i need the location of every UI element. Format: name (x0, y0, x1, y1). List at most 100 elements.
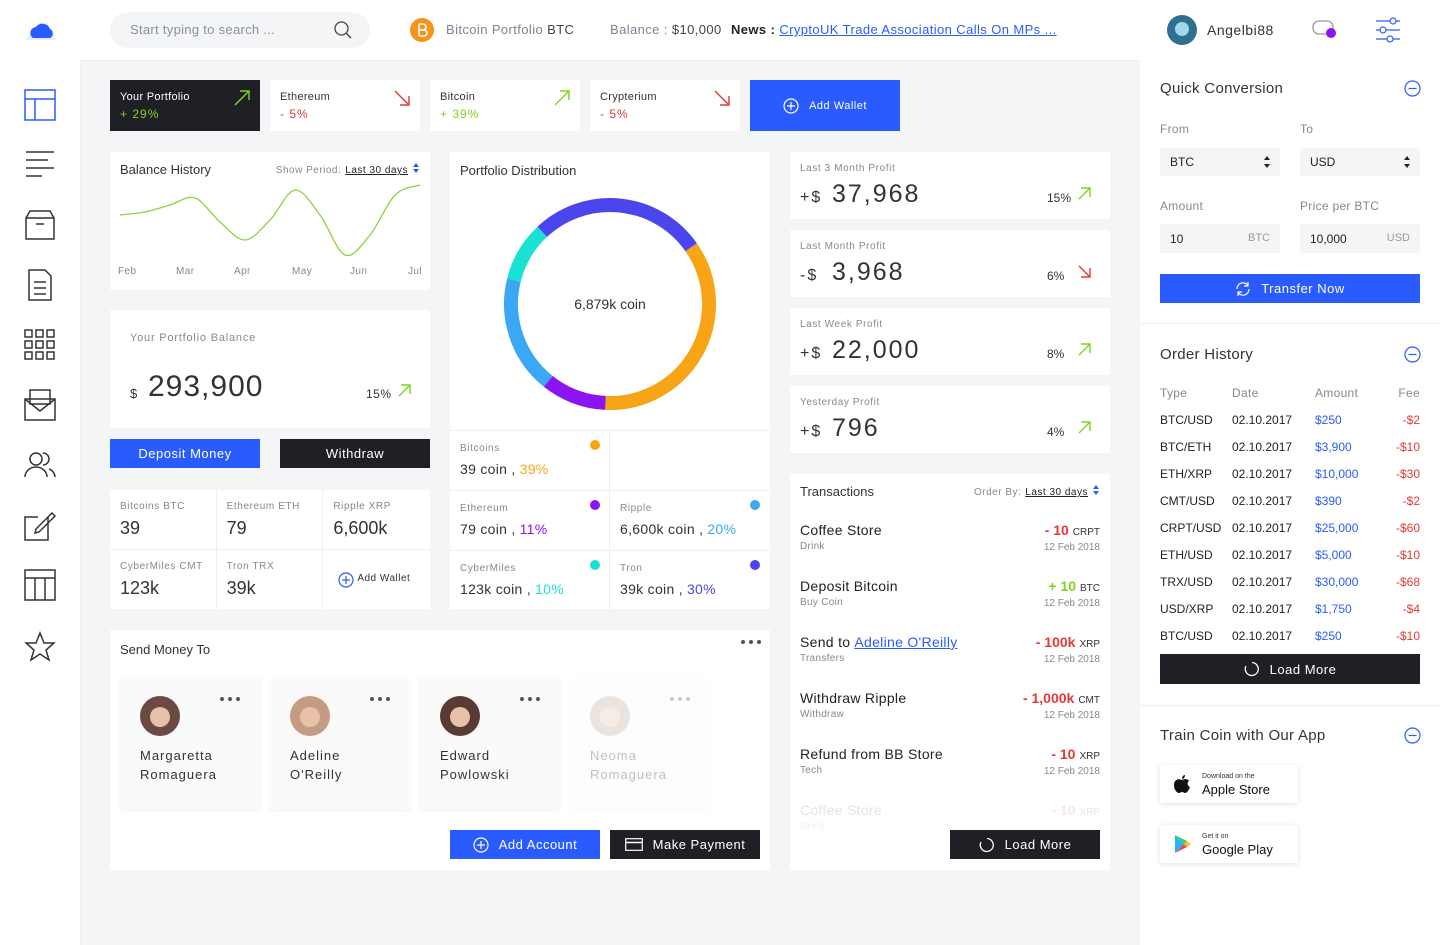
bubble (1312, 20, 1334, 35)
legend-dot (590, 500, 600, 510)
search-placeholder: Start typing to search ... (130, 22, 276, 37)
order-cell: -$10 (1395, 440, 1420, 454)
period-select[interactable]: Show Period: Last 30 days (276, 163, 420, 176)
add-account-button[interactable]: Add Account (450, 830, 600, 859)
add-wallet-link[interactable]: Add Wallet (357, 572, 411, 584)
nav-mail-icon[interactable] (24, 389, 56, 421)
add-wallet-tab[interactable]: Add Wallet (750, 80, 900, 131)
more-icon[interactable] (219, 696, 241, 702)
settings-icon[interactable] (1374, 16, 1402, 44)
button-label: Make Payment (652, 837, 746, 852)
profit-card: Last Week Profit +$ 22,000 8% (790, 308, 1110, 375)
currency-select[interactable]: USD (1300, 148, 1420, 176)
knob (1389, 17, 1397, 25)
currency-select[interactable]: BTC (1160, 148, 1280, 176)
order-cell: ETH/XRP (1160, 467, 1213, 481)
distribution-cell: Bitcoins 39 coin , 39% (450, 430, 610, 490)
order-cell: 02.10.2017 (1232, 602, 1293, 616)
wallet-grid: Bitcoins BTC 39 Ethereum ETH 79 Ripple XRP 6,… (110, 490, 430, 609)
order-cell: USD/XRP (1160, 602, 1214, 616)
profit-sign: +$ (800, 423, 823, 440)
transfer-button[interactable]: Transfer Now (1160, 274, 1420, 303)
portfolio-tab[interactable]: Your Portfolio + 29% (110, 80, 260, 131)
distribution-cell: CyberMiles 123k coin , 10% (450, 550, 610, 610)
amount-value: - 1,000k (1022, 690, 1075, 706)
order-cell: CRPT/USD (1160, 521, 1222, 535)
wallet-cell: Ripple XRP 6,600k (323, 490, 430, 550)
arrow-path (1078, 187, 1091, 200)
contact-card[interactable]: Adeline O'Reilly (270, 678, 410, 810)
nav-star-icon[interactable] (24, 631, 56, 663)
deposit-button[interactable]: Deposit Money (110, 439, 260, 468)
amount-input[interactable]: 10 BTC (1160, 224, 1280, 253)
portfolio-balance-card: Your Portfolio Balance $293,900 15% (110, 310, 430, 428)
amount-value: - 10 (1051, 746, 1076, 762)
nav-grid-icon[interactable] (24, 329, 56, 361)
load-more-button[interactable]: Load More (1160, 654, 1420, 684)
tab-name: Crypterium (600, 91, 657, 103)
profit-change: 8% (1047, 347, 1065, 361)
dot (749, 640, 753, 644)
nav-list-icon[interactable] (24, 149, 56, 181)
load-more-button[interactable]: Load More (950, 830, 1100, 859)
store-button[interactable]: Get it on Google Play (1160, 825, 1298, 863)
user-name[interactable]: Angelbi88 (1207, 22, 1274, 38)
coin-amount: 79 coin , 11% (460, 521, 548, 537)
contact-card[interactable]: Edward Powlowski (420, 678, 560, 810)
amount-input[interactable]: 10,000 USD (1300, 224, 1420, 253)
dot (528, 697, 532, 701)
refresh-arc (1236, 281, 1250, 296)
wallet-name: Tron TRX (226, 560, 275, 572)
order-cell: 02.10.2017 (1232, 629, 1293, 643)
select-arrows (1264, 156, 1270, 168)
profit-sign: +$ (800, 189, 823, 206)
transaction-link[interactable]: Adeline O'Reilly (854, 634, 958, 650)
search-box[interactable]: Start typing to search ... (110, 12, 370, 48)
coin-share: 20% (707, 521, 737, 537)
more-icon[interactable] (740, 639, 762, 645)
tab-name: Your Portfolio (120, 91, 190, 103)
donut-chart (504, 198, 716, 410)
collapse-icon[interactable] (1404, 346, 1421, 363)
portfolio-tab[interactable]: Ethereum - 5% (270, 80, 420, 131)
panel-title: Order History (1160, 346, 1254, 363)
balance-change: 15% (366, 387, 392, 401)
nav-users-icon[interactable] (24, 449, 56, 481)
column-header: Fee (1398, 386, 1420, 400)
order-cell: $25,000 (1315, 521, 1359, 535)
nav-dashboard-icon[interactable] (24, 89, 56, 121)
logo[interactable] (24, 14, 58, 44)
nav-box-icon[interactable] (24, 209, 56, 241)
portfolio-tab[interactable]: Crypterium - 5% (590, 80, 740, 131)
profit-sign: +$ (800, 345, 823, 362)
tab-change: + 29% (120, 107, 160, 121)
donut-segment (507, 226, 548, 282)
store-button[interactable]: Download on the Apple Store (1160, 765, 1298, 803)
user-avatar[interactable] (1167, 15, 1197, 45)
make-payment-button[interactable]: Make Payment (610, 830, 760, 859)
withdraw-button[interactable]: Withdraw (280, 439, 430, 468)
nav-table-icon[interactable] (24, 569, 56, 601)
transaction-date: 12 Feb 2018 (1043, 710, 1100, 721)
more-icon[interactable] (669, 696, 691, 702)
more-icon[interactable] (369, 696, 391, 702)
more-icon[interactable] (519, 696, 541, 702)
collapse-icon[interactable] (1404, 80, 1421, 97)
news-link[interactable]: CryptoUK Trade Association Calls On MPs … (779, 22, 1057, 37)
divider (1140, 323, 1440, 324)
chat-icon[interactable] (1311, 18, 1339, 42)
nav-edit-icon[interactable] (24, 509, 56, 541)
order-select[interactable]: Order By: Last 30 days (974, 485, 1100, 498)
portfolio-tab[interactable]: Bitcoin + 39% (430, 80, 580, 131)
contact-card[interactable]: Neoma Romaguera (570, 678, 710, 810)
contact-card[interactable]: Margaretta Romaguera (120, 678, 260, 810)
transaction-name: Refund from BB Store (800, 746, 943, 762)
dot (536, 697, 540, 701)
nav-document-icon[interactable] (24, 269, 56, 301)
trend-arrow (1078, 187, 1091, 200)
amount-unit: XRP (1079, 639, 1100, 650)
transaction-row: Withdraw Ripple Withdraw - 1,000k CMT 12 Feb… (790, 690, 1110, 734)
play-yellow (1184, 841, 1191, 847)
collapse-icon[interactable] (1404, 727, 1421, 744)
